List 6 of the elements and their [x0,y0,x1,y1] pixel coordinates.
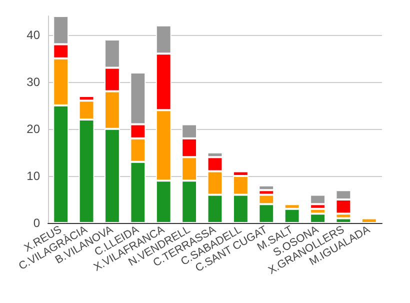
y-tick-label: 30 [26,74,40,89]
y-tick-label: 40 [26,28,40,42]
bar [361,218,377,223]
y-tick-label: 10 [26,168,40,183]
y-tick-label: 20 [26,122,40,136]
y-tick-label: 0 [33,216,40,230]
